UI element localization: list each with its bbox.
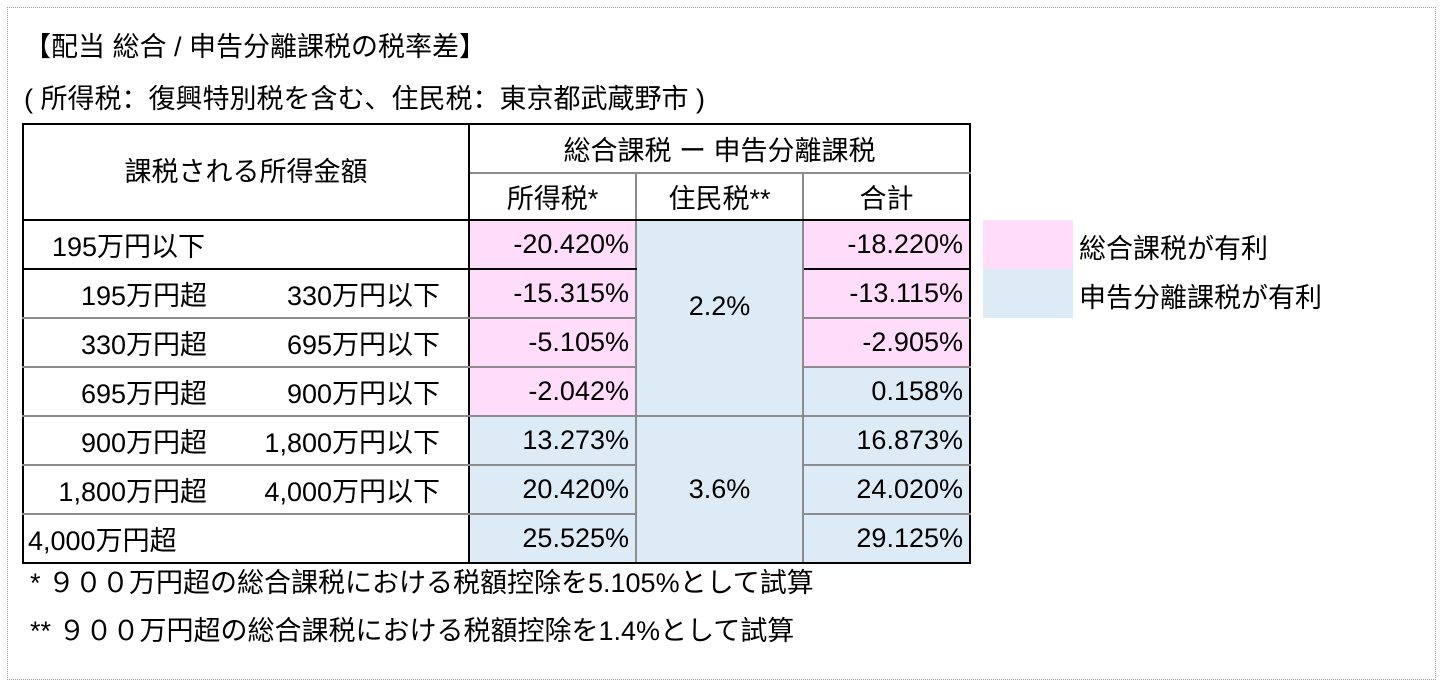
legend-label: 申告分離課税が有利 bbox=[1079, 283, 1322, 313]
income-range-upper: 695万円以下 bbox=[286, 330, 440, 360]
page-subtitle: ( 所得税：復興特別税を含む、住民税：東京都武蔵野市 ) bbox=[24, 84, 705, 114]
header-row-1: 課税される所得金額 総合課税 ー 申告分離課税 bbox=[22, 123, 971, 221]
income-range-lower: 900万円超 bbox=[80, 428, 207, 458]
income-range-cell: 695万円超 900万円以下 bbox=[22, 366, 470, 417]
table-row: 1,800万円超 4,000万円以下 20.420% 24.020% bbox=[22, 464, 971, 515]
footnote-resident-tax: ** ９００万円超の総合課税における税額控除を1.4%として試算 bbox=[30, 616, 795, 646]
income-range-cell: 195万円超 330万円以下 bbox=[22, 268, 470, 319]
footnote-income-tax: * ９００万円超の総合課税における税額控除を5.105%として試算 bbox=[30, 568, 814, 598]
total-cell: -18.220% bbox=[802, 219, 971, 270]
income-range-lower: 330万円超 bbox=[80, 330, 207, 360]
income-tax-cell: 20.420% bbox=[468, 464, 637, 515]
difference-group-header: 総合課税 ー 申告分離課税 bbox=[468, 123, 971, 174]
income-tax-header: 所得税* bbox=[468, 172, 637, 221]
resident-tax-cell: 2.2% bbox=[635, 219, 804, 417]
total-cell: 29.125% bbox=[802, 513, 971, 564]
income-range-lower: 195万円超 bbox=[80, 281, 207, 311]
income-range-cell: 4,000万円超 bbox=[22, 513, 470, 564]
income-range-upper: 1,800万円以下 bbox=[264, 428, 440, 458]
income-range-cell: 900万円超 1,800万円以下 bbox=[22, 415, 470, 466]
income-range-lower: 695万円超 bbox=[80, 379, 207, 409]
legend-swatch-pink bbox=[983, 220, 1073, 269]
income-range-cell: 1,800万円超 4,000万円以下 bbox=[22, 464, 470, 515]
total-cell: -2.905% bbox=[802, 317, 971, 368]
income-tax-cell: 25.525% bbox=[468, 513, 637, 564]
table-row: 330万円超 695万円以下 -5.105% -2.905% bbox=[22, 317, 971, 368]
resident-tax-header: 住民税** bbox=[635, 172, 804, 221]
income-range-upper: 330万円以下 bbox=[286, 281, 440, 311]
income-range-cell: 195万円以下 bbox=[22, 219, 470, 270]
legend-label: 総合課税が有利 bbox=[1079, 234, 1268, 264]
income-tax-cell: -5.105% bbox=[468, 317, 637, 368]
income-range-lower: 195万円以下 bbox=[52, 232, 206, 262]
income-range-upper: 900万円以下 bbox=[286, 379, 440, 409]
total-cell: -13.115% bbox=[802, 268, 971, 319]
total-cell: 16.873% bbox=[802, 415, 971, 466]
table-row: 195万円超 330万円以下 -15.315% -13.115% bbox=[22, 268, 971, 319]
page-title: 【配当 総合 / 申告分離課税の税率差】 bbox=[24, 32, 487, 62]
total-header: 合計 bbox=[802, 172, 971, 221]
income-range-lower: 1,800万円超 bbox=[58, 477, 207, 507]
table-row: 695万円超 900万円以下 -2.042% 0.158% bbox=[22, 366, 971, 417]
income-range-lower: 4,000万円超 bbox=[28, 526, 177, 556]
income-tax-cell: -2.042% bbox=[468, 366, 637, 417]
header-row-2: 所得税* 住民税** 合計 bbox=[23, 172, 971, 221]
table-row: 4,000万円超 25.525% 29.125% bbox=[22, 513, 971, 564]
total-cell: 0.158% bbox=[802, 366, 971, 417]
legend-swatch-blue bbox=[983, 269, 1073, 318]
income-tax-cell: -20.420% bbox=[468, 219, 637, 270]
income-range-cell: 330万円超 695万円以下 bbox=[22, 317, 470, 368]
tax-rate-difference-table: 課税される所得金額 総合課税 ー 申告分離課税 所得税* 住民税** 合計 19… bbox=[22, 123, 971, 564]
income-tax-cell: 13.273% bbox=[468, 415, 637, 466]
total-cell: 24.020% bbox=[802, 464, 971, 515]
page-frame bbox=[7, 7, 1436, 680]
income-range-upper: 4,000万円以下 bbox=[264, 477, 440, 507]
table-row: 900万円超 1,800万円以下 13.273% 3.6% 16.873% bbox=[22, 415, 971, 564]
table-row: 195万円以下 -20.420% 2.2% -18.220% bbox=[22, 219, 971, 417]
income-amount-header: 課税される所得金額 bbox=[22, 123, 470, 221]
resident-tax-cell: 3.6% bbox=[635, 415, 804, 564]
income-tax-cell: -15.315% bbox=[468, 268, 637, 319]
